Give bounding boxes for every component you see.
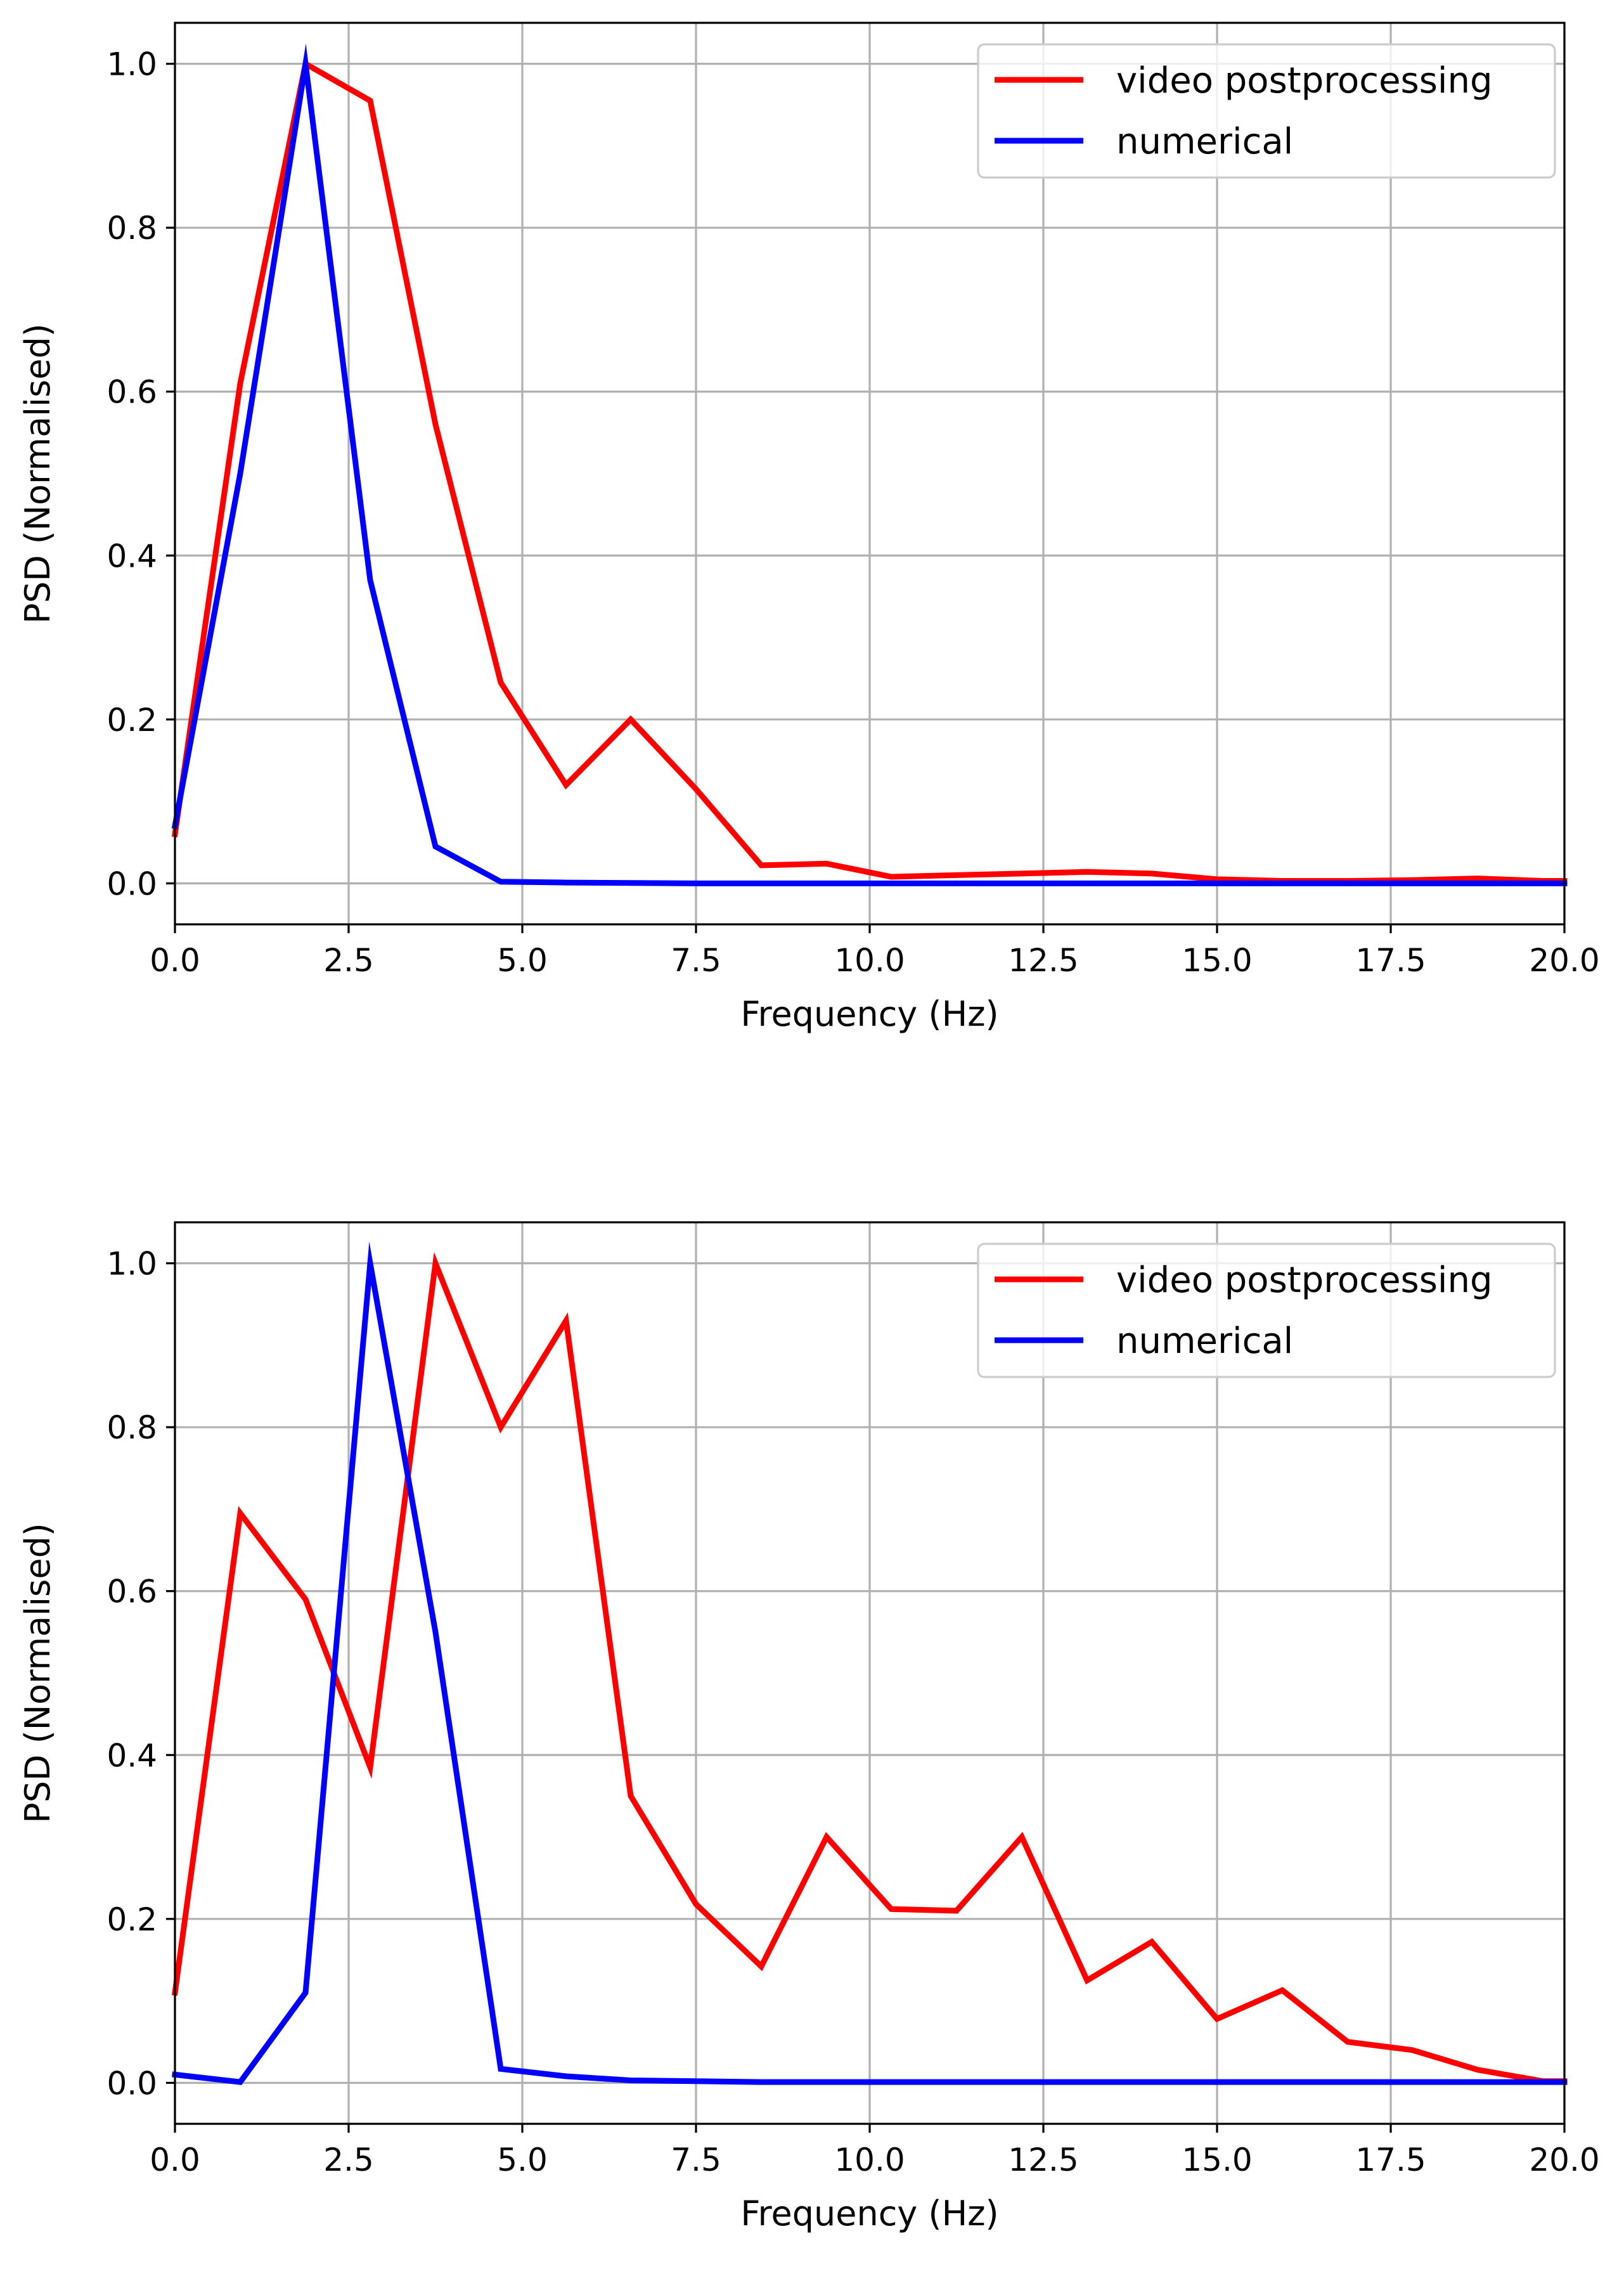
bottom-chart-panel: 0.0 2.5 5.0 7.5 10.0 12.5 15.0 17.5 20.0 0.0 0.2 0.… (18, 1221, 1600, 2233)
x-tick-label: 12.5 (1008, 942, 1078, 979)
x-tick-label: 2.5 (323, 2142, 374, 2178)
y-tick-label: 0.6 (106, 1574, 157, 1610)
x-tick-label: 17.5 (1355, 942, 1426, 979)
x-tick-label: 7.5 (671, 2142, 721, 2178)
x-tick-label: 15.0 (1182, 942, 1252, 979)
y-axis-label: PSD (Normalised) (18, 323, 58, 624)
video-postprocessing-series-line (171, 1251, 1568, 2085)
x-tick-label: 2.5 (323, 942, 374, 979)
y-tick-label: 0.8 (106, 210, 157, 247)
x-tick-label: 7.5 (671, 942, 721, 979)
x-tick-label: 17.5 (1355, 2142, 1426, 2178)
x-axis-label: Frequency (Hz) (740, 2194, 998, 2233)
x-axis-label: Frequency (Hz) (740, 994, 998, 1034)
y-tick-label: 0.0 (106, 865, 157, 902)
x-tick-label: 20.0 (1529, 942, 1599, 979)
x-tick-label: 15.0 (1182, 2142, 1252, 2178)
x-tick-label: 10.0 (834, 2142, 905, 2178)
y-tick-label: 0.6 (106, 374, 157, 411)
y-tick-label: 1.0 (106, 46, 157, 83)
x-tick-label: 10.0 (834, 942, 905, 979)
x-tick-label: 0.0 (150, 2142, 200, 2178)
legend-label: numerical (1116, 1321, 1293, 1362)
legend-label: numerical (1116, 121, 1293, 162)
y-tick-label: 0.8 (106, 1409, 157, 1446)
y-axis-label: PSD (Normalised) (18, 1523, 58, 1823)
y-tick-label: 0.2 (106, 1901, 157, 1938)
legend-box (977, 43, 1556, 179)
numerical-series-line (172, 1241, 1568, 2085)
numerical-series-line (171, 43, 1568, 886)
legend-box (977, 1243, 1556, 1378)
x-tick-label: 5.0 (497, 2142, 548, 2178)
x-tick-label: 5.0 (497, 942, 548, 979)
y-tick-label: 0.4 (106, 538, 157, 574)
y-tick-label: 1.0 (106, 1246, 157, 1283)
y-tick-label: 0.4 (106, 1737, 157, 1774)
y-tick-label: 0.0 (106, 2065, 157, 2102)
legend-label: video postprocessing (1116, 1260, 1493, 1301)
x-tick-label: 0.0 (150, 942, 200, 979)
x-tick-label: 12.5 (1008, 2142, 1078, 2178)
x-tick-label: 20.0 (1529, 2142, 1599, 2178)
legend-label: video postprocessing (1116, 60, 1493, 101)
y-tick-label: 0.2 (106, 702, 157, 739)
top-chart-panel: 0.0 2.5 5.0 7.5 10.0 12.5 15.0 17.5 20.0 0.0 0.2 0.… (18, 22, 1600, 1034)
